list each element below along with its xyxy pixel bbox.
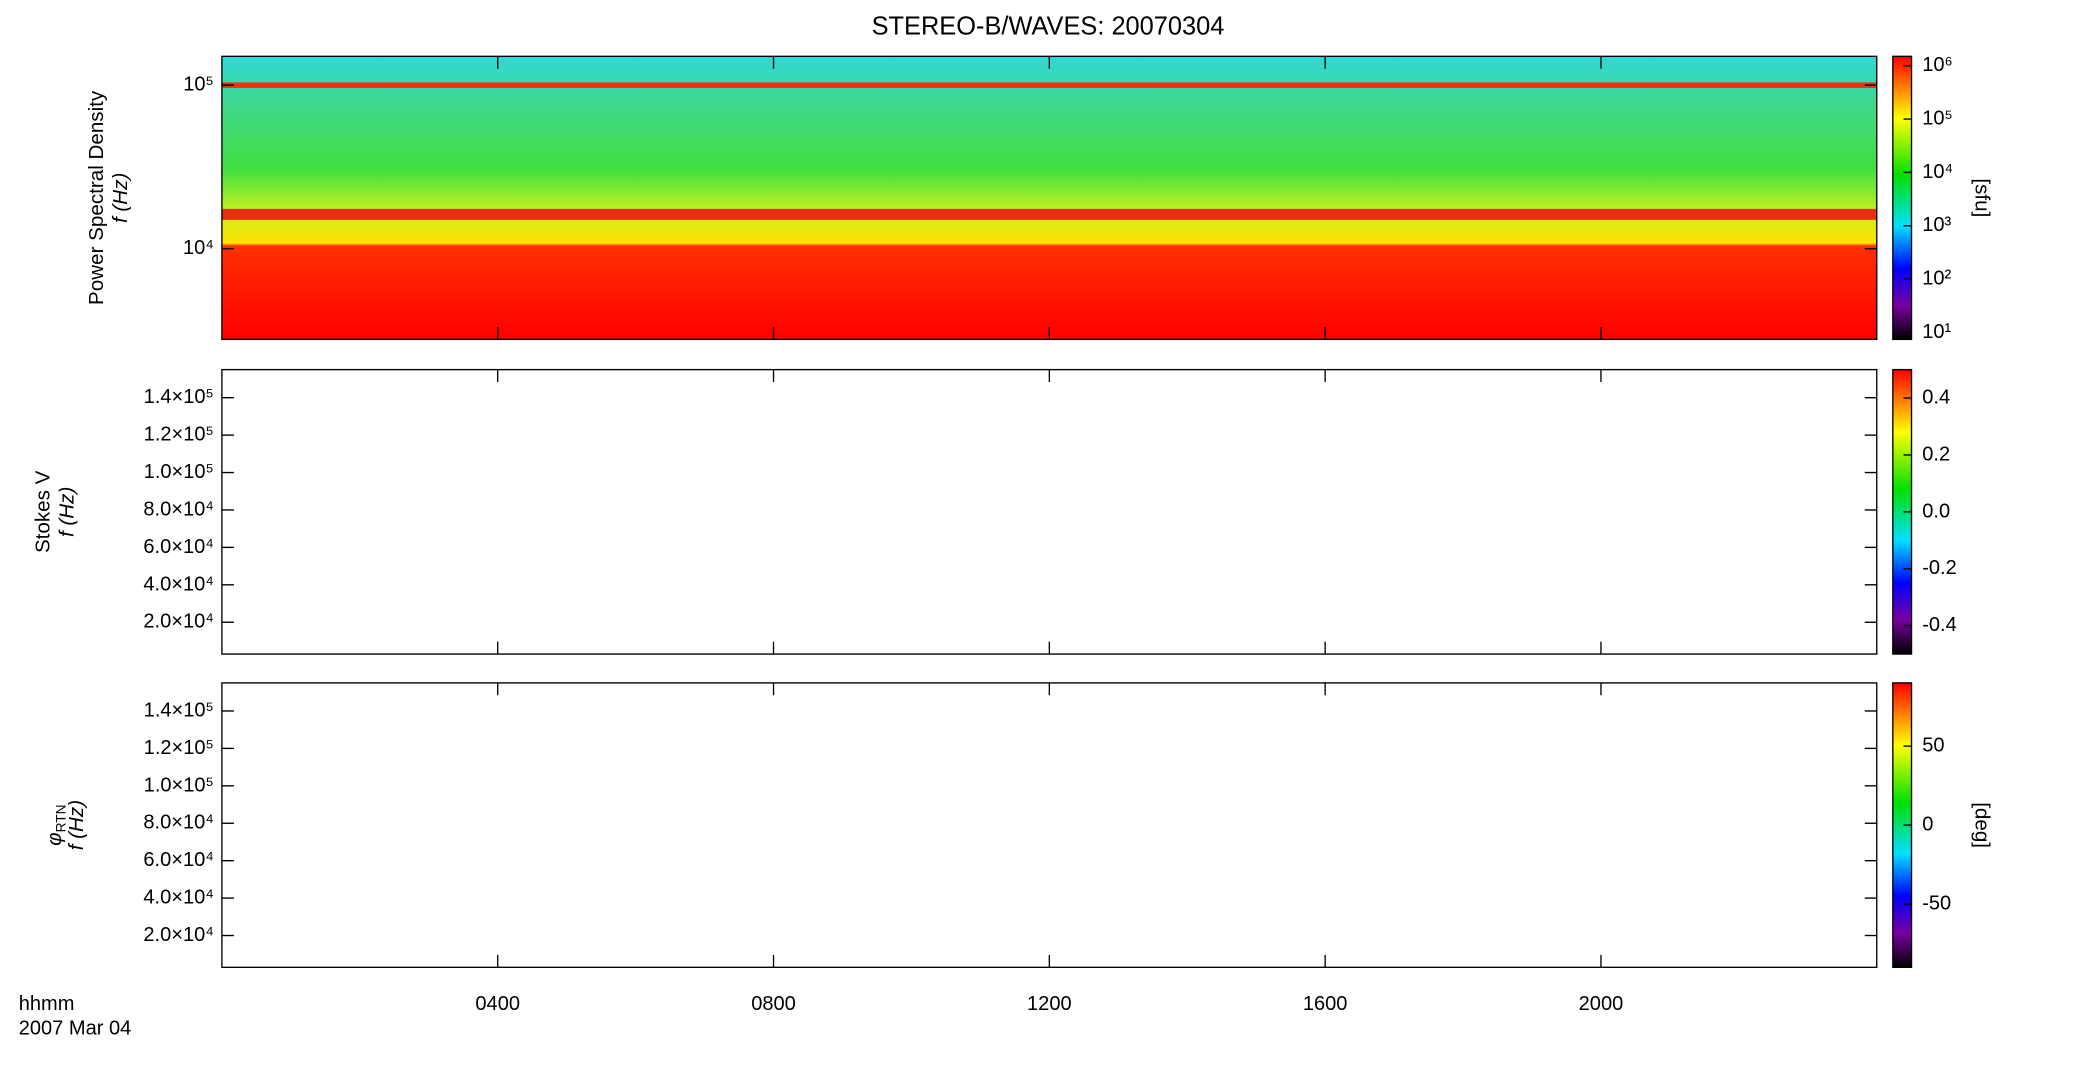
colorbar-tick-label: 0.4 <box>1922 386 1950 408</box>
emission-band <box>221 82 1877 88</box>
spectrogram <box>221 56 1877 340</box>
x-tick-label: 1600 <box>1303 993 1348 1015</box>
colorbar-tick-label: 0.0 <box>1922 500 1950 522</box>
y-axis-label: f (Hz) <box>66 800 88 850</box>
x-axis-label: 2007 Mar 04 <box>19 1017 132 1039</box>
y-tick-label: 1.4×10⁵ <box>144 699 214 721</box>
colorbar-tick-label: 10¹ <box>1922 321 1951 343</box>
y-tick-label: 4.0×10⁴ <box>143 573 213 595</box>
y-axis-label: f (Hz) <box>57 487 79 537</box>
y-tick-label: 1.0×10⁵ <box>144 774 214 796</box>
spectrogram-image <box>221 56 1877 340</box>
y-axis-label: φRTN <box>45 804 68 845</box>
plot-frame <box>221 368 1878 655</box>
x-tick-label: 2000 <box>1579 993 1624 1015</box>
colorbar-tick-label: 10⁵ <box>1922 107 1953 129</box>
x-axis-label: hhmm <box>19 993 75 1015</box>
x-tick-label: 1200 <box>1027 993 1072 1015</box>
y-tick-label: 1.2×10⁵ <box>144 423 214 445</box>
colorbar-tick-label: -50 <box>1922 892 1951 914</box>
colorbar-label: [deg] <box>1971 802 1993 848</box>
y-axis-label: Power Spectral Density <box>86 90 108 305</box>
chart-title: STEREO-B/WAVES: 20070304 <box>872 12 1225 40</box>
y-tick-label: 2.0×10⁴ <box>143 924 213 946</box>
y-axis-label-symbol: φ <box>45 832 67 845</box>
y-tick-label: 4.0×10⁴ <box>143 886 213 908</box>
y-tick-label: 1.0×10⁵ <box>144 461 214 483</box>
y-tick-label: 6.0×10⁴ <box>143 536 213 558</box>
colorbar-tick-label: -0.2 <box>1922 557 1957 579</box>
x-tick-label: 0400 <box>475 993 520 1015</box>
plot-frame <box>221 682 1878 969</box>
colorbar-label: [sfu] <box>1971 178 1993 217</box>
y-axis-label-subscript: RTN <box>53 804 68 832</box>
x-tick-label: 0800 <box>751 993 796 1015</box>
colorbar-tick-label: 10³ <box>1922 214 1951 236</box>
y-axis-label: f (Hz) <box>110 173 132 223</box>
colorbar-tick-label: -0.4 <box>1922 614 1957 636</box>
colorbar-tick-label: 10⁶ <box>1922 54 1953 76</box>
y-tick-label: 8.0×10⁴ <box>143 498 213 520</box>
y-axis-label: Stokes V <box>33 470 55 553</box>
colorbar-tick-label: 10² <box>1922 267 1951 289</box>
colorbar <box>1892 55 1913 341</box>
y-tick-label: 2.0×10⁴ <box>143 610 213 632</box>
colorbar-tick-label: 50 <box>1922 734 1944 756</box>
emission-band <box>221 208 1877 220</box>
y-tick-label: 1.4×10⁵ <box>144 386 214 408</box>
colorbar-tick-label: 10⁴ <box>1922 161 1953 183</box>
y-tick-label: 8.0×10⁴ <box>143 811 213 833</box>
y-tick-label: 10⁴ <box>183 237 214 259</box>
colorbar-tick-label: 0 <box>1922 813 1933 835</box>
y-tick-label: 6.0×10⁴ <box>143 849 213 871</box>
colorbar-tick-label: 0.2 <box>1922 443 1950 465</box>
y-tick-label: 10⁵ <box>183 73 214 95</box>
y-tick-label: 1.2×10⁵ <box>144 737 214 759</box>
